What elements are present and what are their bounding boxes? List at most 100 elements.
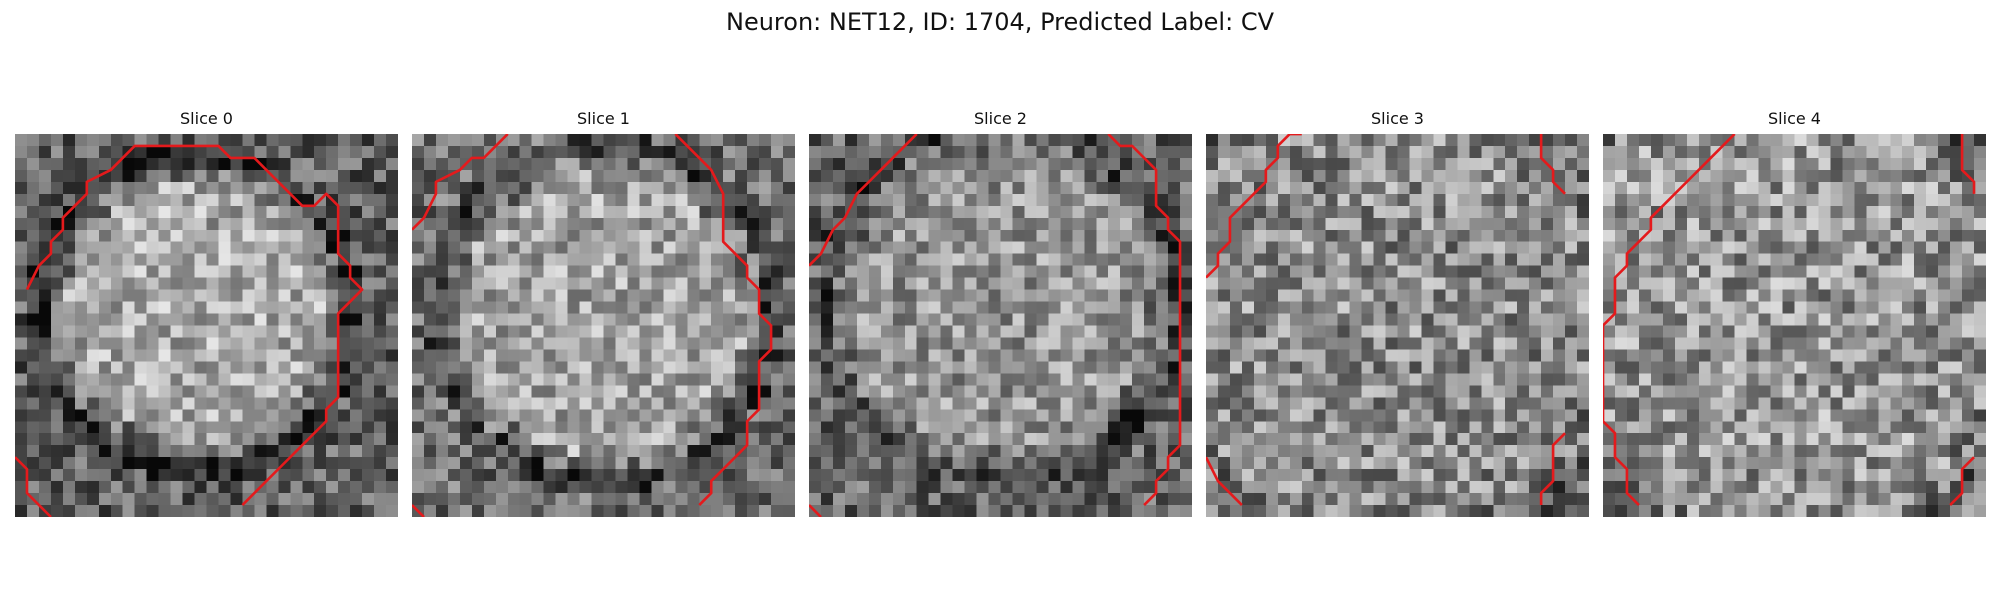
pixel — [1180, 229, 1192, 242]
pixel — [1229, 134, 1243, 147]
pixel — [1060, 313, 1073, 326]
pixel — [447, 337, 461, 350]
pixel — [26, 313, 40, 326]
pixel — [1830, 241, 1843, 254]
pixel — [1890, 169, 1903, 183]
pixel — [1084, 277, 1097, 290]
pixel — [1277, 313, 1291, 326]
pixel — [1108, 205, 1121, 219]
pixel — [134, 265, 147, 278]
pixel — [1553, 134, 1566, 147]
pixel — [326, 205, 339, 219]
pixel — [1553, 361, 1566, 374]
pixel — [1445, 253, 1458, 266]
pixel — [952, 385, 965, 398]
pixel — [555, 337, 568, 350]
pixel — [639, 325, 652, 338]
pixel — [314, 397, 327, 410]
pixel — [1541, 493, 1554, 506]
pixel — [1734, 361, 1747, 374]
pixel — [1012, 193, 1025, 207]
pixel — [374, 229, 387, 242]
pixel — [374, 445, 387, 458]
pixel — [1084, 397, 1097, 410]
pixel — [1000, 337, 1013, 350]
pixel — [110, 217, 123, 230]
pixel — [412, 301, 425, 314]
pixel — [519, 433, 532, 446]
pixel — [1084, 325, 1097, 338]
pixel — [519, 457, 532, 470]
pixel — [1698, 229, 1711, 242]
pixel — [1746, 433, 1759, 446]
pixel — [447, 373, 461, 386]
pixel — [423, 217, 437, 230]
pixel — [675, 181, 688, 195]
pixel — [940, 373, 953, 386]
pixel — [868, 445, 882, 458]
pixel — [218, 457, 231, 470]
pixel — [952, 217, 965, 230]
pixel — [1878, 229, 1891, 242]
pixel — [880, 349, 894, 362]
pixel — [1206, 301, 1219, 314]
pixel — [1397, 493, 1410, 506]
pixel — [964, 193, 977, 207]
pixel — [856, 169, 870, 183]
pixel — [531, 385, 544, 398]
pixel — [1854, 337, 1867, 350]
pixel — [1120, 481, 1133, 494]
pixel — [1950, 301, 1963, 314]
pixel — [230, 505, 243, 517]
pixel — [591, 169, 604, 183]
pixel — [699, 409, 712, 422]
pixel — [26, 457, 40, 470]
pixel — [170, 445, 183, 458]
pixel — [1878, 289, 1891, 302]
pixel — [651, 445, 664, 458]
pixel — [1603, 217, 1616, 230]
pixel — [122, 134, 135, 147]
pixel — [1662, 409, 1676, 422]
pixel — [1229, 193, 1243, 207]
pixel — [447, 193, 461, 207]
pixel — [194, 217, 207, 230]
pixel — [338, 469, 351, 482]
pixel — [1012, 421, 1025, 434]
pixel — [26, 397, 40, 410]
pixel — [1493, 361, 1506, 374]
pixel — [1878, 433, 1891, 446]
pixel — [928, 457, 941, 470]
pixel — [1349, 157, 1362, 171]
pixel — [122, 325, 135, 338]
pixel — [1084, 253, 1097, 266]
pixel — [579, 373, 592, 386]
pixel — [1529, 361, 1542, 374]
pixel — [1493, 493, 1506, 506]
pixel — [1734, 421, 1747, 434]
pixel — [1277, 277, 1291, 290]
pixel — [38, 481, 52, 494]
pixel — [1806, 134, 1819, 147]
pixel — [1638, 289, 1652, 302]
pixel — [1084, 169, 1097, 183]
pixel — [615, 433, 628, 446]
pixel — [1457, 505, 1470, 517]
pixel — [543, 313, 556, 326]
pixel — [1890, 325, 1903, 338]
pixel — [1229, 445, 1243, 458]
pixel — [519, 409, 532, 422]
pixel — [290, 217, 303, 230]
pixel — [1553, 325, 1566, 338]
pixel — [507, 409, 520, 422]
pixel — [1072, 265, 1085, 278]
pixel — [1614, 361, 1628, 374]
pixel — [26, 325, 40, 338]
pixel — [254, 373, 267, 386]
pixel — [627, 217, 640, 230]
pixel — [302, 373, 315, 386]
pixel — [1722, 181, 1735, 195]
pixel — [1806, 205, 1819, 219]
pixel — [723, 469, 736, 482]
pixel — [1505, 337, 1518, 350]
